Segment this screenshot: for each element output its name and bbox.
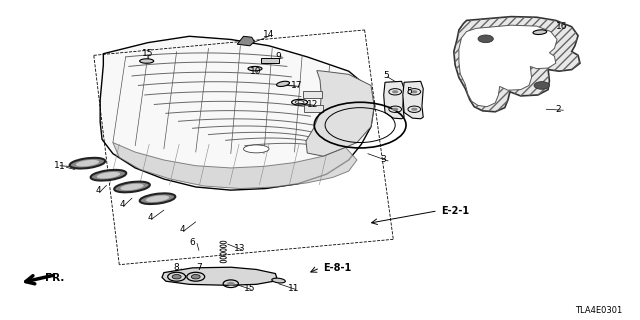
Ellipse shape	[146, 196, 169, 202]
Text: 4: 4	[148, 212, 154, 221]
Text: 7: 7	[196, 263, 202, 272]
Ellipse shape	[114, 182, 150, 192]
Circle shape	[191, 275, 200, 279]
Text: 6: 6	[189, 238, 195, 247]
Ellipse shape	[70, 158, 105, 169]
Circle shape	[227, 282, 235, 286]
Text: 3: 3	[381, 156, 387, 164]
Ellipse shape	[276, 81, 289, 86]
Polygon shape	[384, 81, 404, 119]
Ellipse shape	[533, 30, 547, 35]
Bar	[303, 91, 322, 98]
Ellipse shape	[272, 278, 285, 283]
Text: 11: 11	[288, 284, 300, 293]
Text: 2: 2	[556, 105, 561, 114]
Ellipse shape	[91, 170, 126, 180]
Text: 13: 13	[234, 244, 246, 253]
Polygon shape	[403, 81, 423, 119]
Text: 17: 17	[291, 81, 303, 90]
Text: 4: 4	[180, 225, 186, 234]
Ellipse shape	[248, 67, 262, 71]
Circle shape	[478, 35, 493, 43]
Ellipse shape	[76, 160, 99, 166]
Text: 9: 9	[275, 52, 281, 61]
Text: 5: 5	[406, 87, 412, 96]
Circle shape	[392, 90, 398, 93]
Text: FR.: FR.	[45, 273, 64, 283]
Ellipse shape	[120, 184, 143, 190]
Text: E-8-1: E-8-1	[323, 263, 351, 273]
Text: 5: 5	[384, 71, 390, 80]
Text: 4: 4	[119, 200, 125, 209]
Text: 10: 10	[250, 67, 261, 76]
Polygon shape	[113, 142, 357, 188]
Polygon shape	[454, 17, 580, 112]
Ellipse shape	[244, 145, 269, 153]
Polygon shape	[237, 36, 254, 46]
Circle shape	[411, 108, 417, 111]
Circle shape	[392, 108, 398, 111]
Text: 15: 15	[244, 284, 255, 293]
Text: 15: 15	[141, 49, 153, 58]
Text: 16: 16	[556, 22, 567, 31]
Bar	[304, 105, 323, 112]
Ellipse shape	[140, 193, 175, 204]
Polygon shape	[306, 70, 374, 156]
Circle shape	[172, 275, 181, 279]
Polygon shape	[459, 25, 557, 107]
Circle shape	[534, 82, 549, 89]
Text: TLA4E0301: TLA4E0301	[575, 306, 623, 315]
Text: 1: 1	[59, 162, 65, 171]
Text: 12: 12	[307, 100, 319, 109]
Circle shape	[411, 90, 417, 93]
Text: 14: 14	[262, 30, 274, 39]
Text: 4: 4	[96, 186, 101, 195]
Polygon shape	[100, 36, 374, 190]
Polygon shape	[162, 267, 276, 285]
Bar	[261, 58, 279, 63]
Text: 1: 1	[54, 161, 60, 170]
Text: 8: 8	[173, 263, 179, 272]
Ellipse shape	[97, 172, 120, 179]
Ellipse shape	[140, 59, 154, 63]
Text: E-2-1: E-2-1	[441, 206, 469, 216]
